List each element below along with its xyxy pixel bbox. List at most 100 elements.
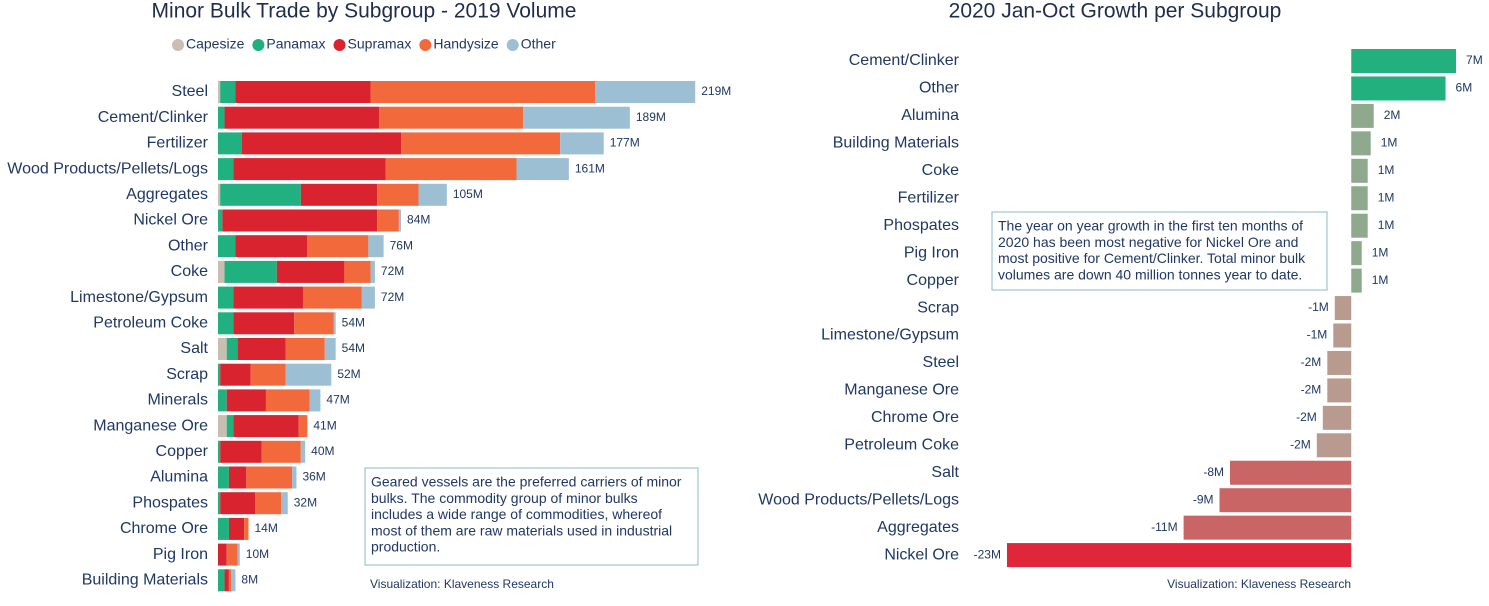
bar-segment [228, 466, 247, 489]
bar [1322, 405, 1352, 430]
bar-segment [361, 286, 375, 309]
bar-segment [233, 158, 386, 181]
category-label: Scrap [917, 299, 959, 316]
bar-segment [244, 517, 249, 540]
bar-segment [222, 209, 378, 232]
category-label: Alumina [901, 107, 959, 124]
category-label: Chrome Ore [871, 409, 959, 426]
bar-segment [237, 338, 286, 360]
bar-segment [224, 569, 229, 592]
bar-segment [261, 440, 301, 463]
bar-segment [398, 209, 402, 232]
bar-segment [298, 415, 308, 438]
bar-segment [220, 183, 301, 206]
bar-segment [401, 132, 561, 155]
bar-segment [233, 415, 299, 438]
bar-segment [218, 440, 221, 463]
bar [1006, 543, 1352, 568]
category-label: Alumina [150, 469, 208, 486]
bar-segment [218, 286, 234, 309]
legend-label: Other [521, 36, 556, 52]
category-label: Salt [180, 340, 208, 357]
bar-segment [265, 389, 310, 412]
legend-label: Panamax [266, 36, 325, 52]
total-label: 8M [241, 572, 258, 586]
value-label: 6M [1456, 81, 1473, 95]
bar-segment [300, 183, 378, 206]
annotation-text: most positive for Cement/Clinker. Total … [998, 250, 1306, 266]
bar [1183, 515, 1352, 540]
bar-segment [523, 106, 630, 129]
total-label: 47M [326, 393, 349, 407]
bar [1351, 186, 1368, 211]
total-label: 84M [407, 213, 430, 227]
legend-label: Handysize [433, 36, 499, 52]
value-label: 7M [1466, 53, 1483, 67]
category-label: Salt [931, 464, 959, 481]
bar-segment [218, 132, 242, 155]
bar-segment [226, 415, 234, 438]
source-note: Visualization: Klaveness Research [1167, 577, 1351, 591]
bar-segment [235, 235, 308, 258]
total-label: 219M [701, 84, 731, 98]
bar-segment [324, 338, 336, 360]
value-label: -1M [1308, 300, 1329, 314]
bar [1351, 268, 1362, 293]
bar-segment [231, 569, 236, 592]
category-label: Aggregates [126, 186, 208, 203]
bar-segment [368, 235, 384, 258]
bar-segment [300, 440, 306, 463]
chart-title: 2020 Jan-Oct Growth per Subgroup [949, 0, 1282, 23]
category-label: Scrap [166, 366, 208, 383]
total-label: 41M [313, 418, 336, 432]
category-label: Nickel Ore [133, 212, 208, 229]
annotation-text: The year on year growth in the first ten… [998, 218, 1303, 234]
bar [1351, 103, 1374, 128]
bar [1351, 76, 1446, 101]
bar-segment [370, 260, 375, 283]
bar-segment [218, 466, 229, 489]
value-label: -23M [974, 547, 1001, 561]
bar [1351, 241, 1362, 266]
legend-marker [252, 39, 265, 51]
bar [1327, 378, 1352, 403]
bar-segment [218, 209, 223, 232]
bar [1230, 460, 1352, 485]
bar-segment [218, 235, 236, 258]
total-label: 54M [342, 341, 365, 355]
category-label: Minerals [148, 392, 208, 409]
category-label: Phospates [132, 494, 208, 511]
bar-segment [218, 183, 221, 206]
annotation-text: production. [371, 539, 440, 555]
bar-segment [250, 363, 286, 386]
annotation-box [364, 467, 699, 566]
bar-segment [246, 466, 293, 489]
legend-label: Supramax [348, 36, 412, 52]
value-label: 1M [1378, 218, 1395, 232]
bar-segment [218, 363, 221, 386]
bar-segment [218, 106, 225, 129]
total-label: 14M [255, 521, 278, 535]
category-label: Building Materials [833, 135, 959, 152]
category-label: Manganese Ore [93, 417, 208, 434]
category-label: Limestone/Gypsum [70, 289, 208, 306]
bar-segment [218, 517, 229, 540]
value-label: -2M [1301, 355, 1322, 369]
category-label: Limestone/Gypsum [821, 327, 959, 344]
bar-segment [255, 492, 282, 515]
total-label: 52M [337, 367, 360, 381]
category-label: Copper [907, 272, 960, 289]
total-label: 161M [575, 161, 605, 175]
value-label: -9M [1193, 492, 1214, 506]
bar [1334, 296, 1352, 321]
annotation-text: includes a wide range of commodities, wh… [371, 506, 662, 522]
bar [1219, 488, 1352, 513]
bar-segment [233, 286, 303, 309]
category-label: Petroleum Coke [93, 315, 208, 332]
bar-segment [281, 492, 288, 515]
bar-segment [218, 338, 227, 360]
legend-label: Capesize [186, 36, 245, 52]
bar-segment [220, 81, 236, 103]
category-label: Manganese Ore [844, 382, 959, 399]
bar-segment [218, 389, 227, 412]
